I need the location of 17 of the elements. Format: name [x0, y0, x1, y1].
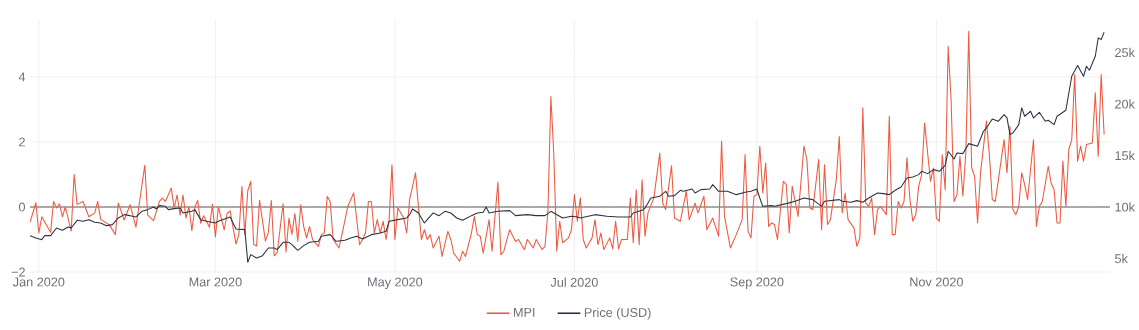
legend-label: Price (USD)	[584, 307, 651, 320]
y-tick-label: 0	[18, 202, 26, 212]
y2-tick-label: 20k	[1115, 99, 1135, 109]
y2-tick-label: 15k	[1115, 150, 1135, 161]
x-tick-label: Jan 2020	[12, 277, 65, 287]
x-tick-label: May 2020	[368, 277, 423, 289]
legend-label: MPI	[514, 307, 535, 317]
y2-tick-label: 5k	[1115, 253, 1128, 264]
y2-tick-label: 10k	[1115, 202, 1135, 212]
x-tick-label: Mar 2020	[189, 277, 242, 287]
y2-tick-label: 25k	[1115, 47, 1135, 58]
y-tick-label: 4	[18, 72, 26, 82]
x-tick-label: Jul 2020	[550, 277, 598, 287]
y-tick-label: 2	[19, 137, 25, 147]
x-tick-label: Nov 2020	[910, 277, 963, 287]
x-tick-label: Sep 2020	[730, 277, 784, 289]
y-tick-label: −2	[11, 267, 25, 277]
